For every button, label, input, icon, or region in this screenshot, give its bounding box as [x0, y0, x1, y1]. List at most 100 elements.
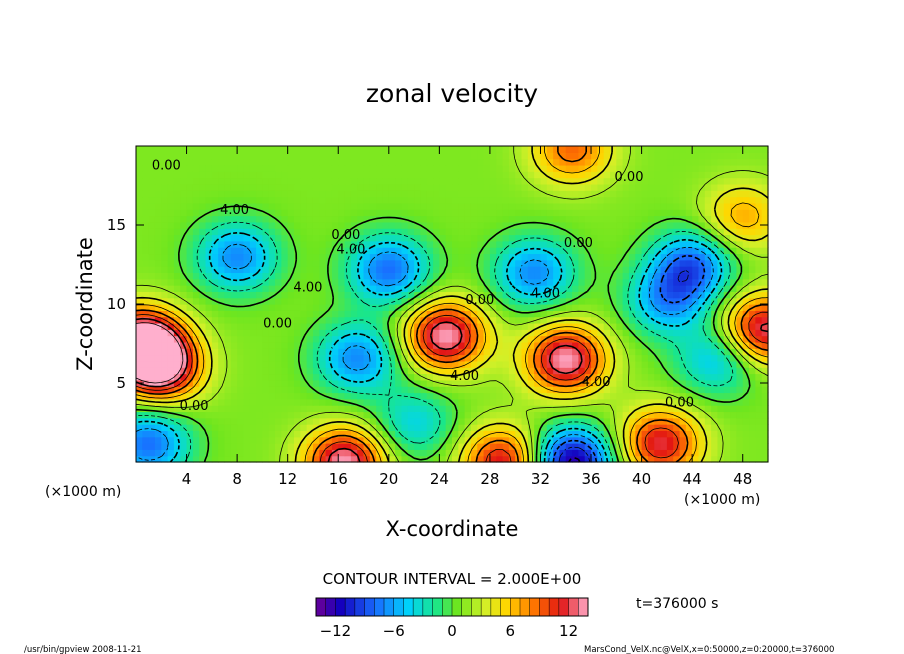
field-cell	[281, 348, 289, 356]
field-cell	[173, 373, 181, 381]
field-cell	[540, 291, 548, 299]
field-cell	[268, 272, 276, 280]
field-cell	[679, 171, 687, 179]
field-cell	[237, 329, 245, 337]
field-cell	[660, 329, 668, 337]
field-cell	[338, 430, 346, 438]
field-cell	[439, 272, 447, 280]
field-cell	[755, 272, 763, 280]
field-cell	[736, 443, 744, 450]
field-cell	[540, 266, 548, 273]
field-cell	[256, 392, 263, 400]
field-cell	[616, 316, 624, 324]
field-cell	[167, 329, 175, 337]
field-cell	[458, 436, 466, 444]
field-cell	[496, 443, 504, 450]
field-cell	[565, 379, 573, 387]
field-cell	[698, 215, 706, 223]
field-cell	[755, 158, 763, 166]
field-cell	[433, 190, 440, 198]
field-cell	[666, 455, 674, 463]
field-cell	[610, 436, 617, 444]
field-cell	[306, 392, 314, 400]
field-cell	[540, 171, 548, 179]
field-cell	[470, 183, 478, 191]
field-cell	[407, 285, 415, 292]
field-cell	[300, 449, 308, 457]
field-cell	[268, 297, 276, 305]
field-cell	[287, 285, 295, 292]
field-cell	[679, 436, 687, 444]
field-cell	[420, 310, 428, 318]
field-cell	[635, 322, 643, 330]
field-cell	[635, 259, 643, 267]
field-cell	[489, 240, 497, 248]
field-cell	[660, 297, 668, 305]
field-cell	[433, 202, 440, 210]
field-cell	[243, 291, 251, 299]
field-cell	[534, 259, 542, 267]
field-cell	[426, 272, 434, 280]
field-cell	[294, 177, 301, 185]
field-cell	[591, 221, 598, 229]
field-cell	[572, 341, 579, 349]
field-cell	[704, 310, 712, 318]
field-cell	[357, 386, 365, 394]
field-cell	[464, 164, 472, 172]
field-cell	[591, 146, 598, 153]
field-cell	[483, 297, 491, 305]
field-cell	[736, 171, 744, 179]
field-cell	[180, 329, 188, 337]
field-cell	[338, 348, 346, 356]
field-cell	[578, 398, 586, 406]
field-cell	[749, 443, 756, 450]
field-cell	[218, 183, 226, 191]
field-cell	[597, 411, 605, 419]
field-cell	[382, 146, 390, 153]
field-cell	[559, 354, 567, 362]
field-cell	[749, 158, 756, 166]
field-cell	[572, 335, 579, 343]
field-cell	[382, 152, 390, 160]
field-cell	[243, 379, 251, 387]
field-cell	[237, 322, 245, 330]
field-cell	[603, 240, 611, 248]
field-cell	[496, 234, 504, 242]
field-cell	[641, 196, 649, 204]
field-cell	[325, 171, 333, 179]
field-cell	[211, 310, 219, 318]
field-cell	[312, 272, 320, 280]
field-cell	[698, 348, 706, 356]
field-cell	[641, 209, 649, 217]
field-cell	[275, 367, 282, 375]
field-cell	[350, 215, 358, 223]
field-cell	[546, 455, 554, 463]
field-cell	[148, 259, 156, 267]
field-cell	[521, 411, 529, 419]
field-cell	[148, 449, 156, 457]
field-cell	[502, 379, 510, 387]
field-cell	[173, 424, 181, 431]
field-cell	[698, 221, 706, 229]
field-cell	[199, 209, 207, 217]
field-cell	[723, 329, 731, 337]
field-cell	[148, 335, 156, 343]
field-cell	[426, 209, 434, 217]
field-cell	[312, 171, 320, 179]
field-cell	[597, 335, 605, 343]
field-cell	[641, 449, 649, 457]
field-cell	[287, 367, 295, 375]
field-cell	[205, 335, 213, 343]
field-cell	[275, 196, 282, 204]
field-cell	[167, 411, 175, 419]
field-cell	[331, 171, 339, 179]
field-cell	[325, 449, 333, 457]
field-cell	[698, 146, 706, 153]
field-cell	[685, 322, 693, 330]
field-cell	[647, 291, 655, 299]
field-cell	[249, 215, 257, 223]
field-cell	[464, 398, 472, 406]
field-cell	[161, 392, 169, 400]
field-cell	[723, 240, 731, 248]
field-cell	[237, 209, 245, 217]
